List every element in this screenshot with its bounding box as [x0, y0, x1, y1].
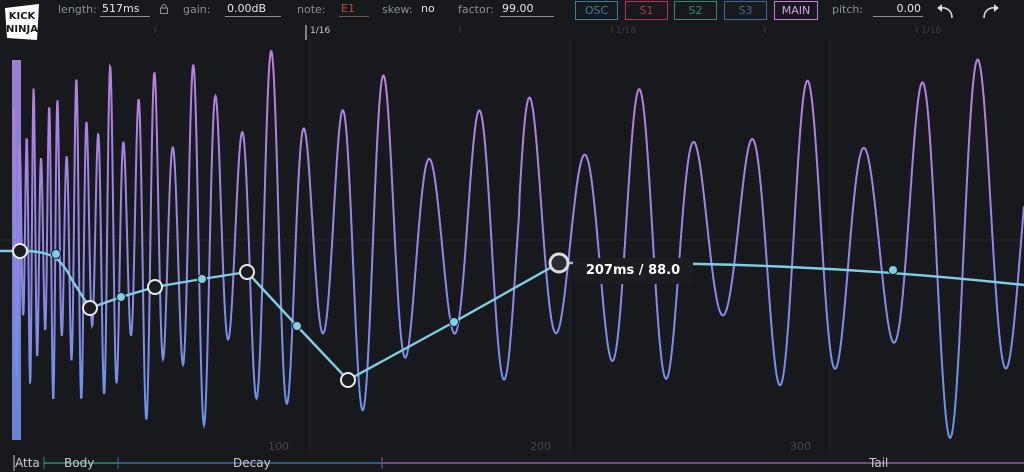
- section-bar: [13, 455, 1024, 471]
- note-field[interactable]: E1: [339, 2, 369, 17]
- envelope-handle[interactable]: [292, 321, 302, 331]
- tab-osc[interactable]: OSC: [575, 1, 618, 20]
- factor-field[interactable]: 99.00: [500, 2, 554, 17]
- section-decay[interactable]: Decay: [233, 456, 271, 470]
- toolbar: length: 517ms gain: 0.00dB note: E1 skew…: [0, 0, 1024, 24]
- envelope-point[interactable]: [340, 372, 356, 388]
- skew-label: skew:: [382, 3, 413, 16]
- factor-label: factor:: [458, 3, 494, 16]
- section-attack[interactable]: Atta: [15, 456, 40, 470]
- waveform-curve: [13, 49, 1024, 439]
- top-ruler: [154, 25, 918, 40]
- envelope-point[interactable]: [12, 243, 28, 259]
- envelope-handle[interactable]: [449, 317, 459, 327]
- envelope-point[interactable]: [147, 279, 163, 295]
- tab-main[interactable]: MAIN: [774, 1, 818, 20]
- time-axis-label: 300: [790, 440, 811, 453]
- section-body[interactable]: Body: [64, 456, 95, 470]
- tab-s2[interactable]: S2: [674, 1, 717, 20]
- envelope-point-selected[interactable]: [548, 252, 570, 274]
- grid-division-label-dim: 1/16: [921, 26, 942, 36]
- undo-icon[interactable]: [934, 2, 958, 20]
- svg-text:NINJA: NINJA: [6, 24, 38, 35]
- length-field[interactable]: 517ms: [100, 2, 150, 17]
- redo-icon[interactable]: [978, 2, 1002, 20]
- envelope-point[interactable]: [82, 300, 98, 316]
- envelope-handle[interactable]: [116, 292, 126, 302]
- gain-label: gain:: [183, 3, 211, 16]
- envelope-handle[interactable]: [51, 249, 61, 259]
- grid-division-label-dim: 1/16: [616, 26, 637, 36]
- kick-ninja-logo: KICK NINJA: [5, 4, 39, 40]
- point-tooltip: 207ms / 88.0: [573, 258, 693, 284]
- grid-division-label[interactable]: 1/16: [310, 26, 331, 36]
- time-axis-label: 100: [268, 440, 289, 453]
- envelope-points: [12, 243, 898, 388]
- length-label: length:: [58, 3, 97, 16]
- tab-s3[interactable]: S3: [724, 1, 767, 20]
- svg-text:KICK: KICK: [9, 11, 37, 22]
- section-tail[interactable]: Tail: [869, 456, 889, 470]
- skew-field[interactable]: no: [421, 2, 435, 15]
- pitch-field[interactable]: 0.00: [873, 2, 923, 17]
- envelope-handle[interactable]: [888, 265, 898, 275]
- gain-field[interactable]: 0.00dB: [225, 2, 281, 17]
- tab-s1[interactable]: S1: [625, 1, 668, 20]
- lock-icon[interactable]: [160, 4, 168, 14]
- time-axis-label: 200: [530, 440, 551, 453]
- pitch-label: pitch:: [832, 3, 864, 16]
- envelope-point[interactable]: [239, 264, 255, 280]
- note-label: note:: [297, 3, 326, 16]
- envelope-handle[interactable]: [197, 274, 207, 284]
